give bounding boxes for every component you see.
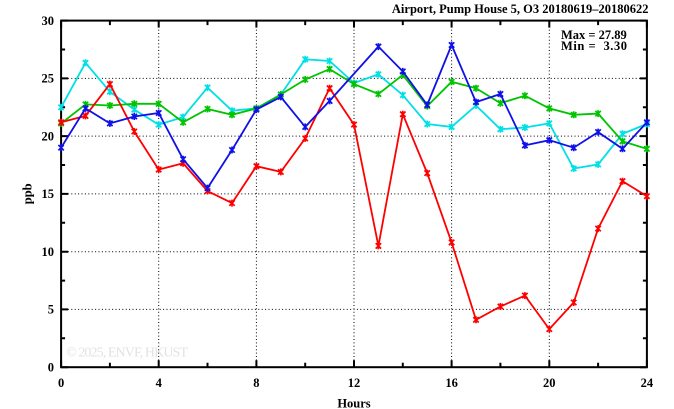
svg-text:Airport, Pump House 5, O3 2018: Airport, Pump House 5, O3 20180619–20180… — [392, 2, 649, 16]
svg-text:4: 4 — [156, 376, 163, 390]
svg-text:15: 15 — [42, 187, 55, 201]
svg-text:© 2025, ENVF, HKUST: © 2025, ENVF, HKUST — [66, 346, 188, 361]
svg-text:Min = 3.30: Min = 3.30 — [561, 39, 627, 53]
svg-text:25: 25 — [42, 72, 55, 86]
svg-text:30: 30 — [42, 14, 55, 28]
svg-text:ppb: ppb — [21, 183, 35, 204]
svg-text:Hours: Hours — [337, 397, 370, 409]
svg-text:Max = 27.89: Max = 27.89 — [561, 28, 627, 42]
svg-text:8: 8 — [253, 376, 259, 390]
svg-text:0: 0 — [48, 360, 54, 374]
svg-text:24: 24 — [641, 376, 654, 390]
svg-text:20: 20 — [42, 129, 55, 143]
svg-text:5: 5 — [48, 303, 54, 317]
svg-text:10: 10 — [42, 245, 55, 259]
svg-text:0: 0 — [58, 376, 64, 390]
svg-text:16: 16 — [445, 376, 458, 390]
svg-text:20: 20 — [543, 376, 556, 390]
svg-text:12: 12 — [348, 376, 361, 390]
